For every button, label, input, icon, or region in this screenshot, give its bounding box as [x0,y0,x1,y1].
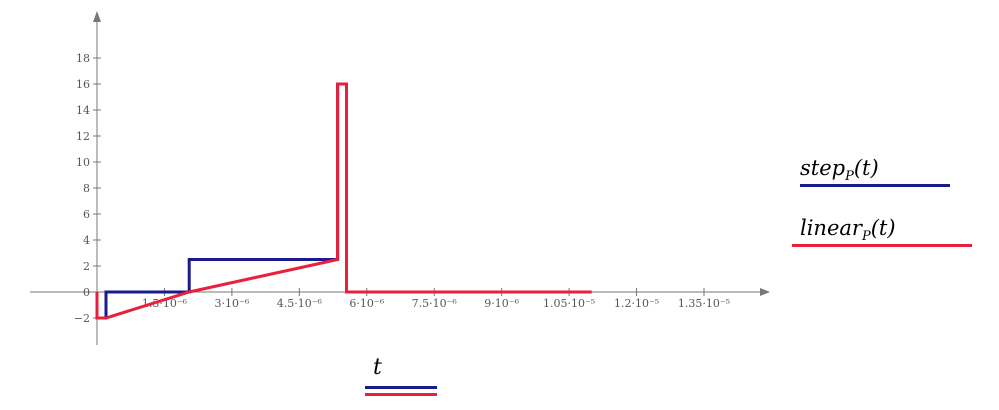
legend-entry-linear: linearP(t) [792,216,990,248]
y-tick-label: −2 [74,312,90,325]
x-tick-label: 1.2·10⁻⁵ [614,297,659,310]
legend-entry-step: stepP(t) [800,156,990,188]
x-axis-legend-line-step [365,386,437,389]
y-tick-label: 4 [83,234,90,247]
series-line-linear [95,82,592,320]
y-tick-label: 0 [83,286,90,299]
x-tick-label: 1.5·10⁻⁶ [142,297,188,310]
y-tick-label: 14 [76,104,90,117]
legend-label-linear: linearP(t) [800,216,990,244]
x-tick-label: 3·10⁻⁶ [215,297,250,310]
y-axis-ticks: −2 0 2 4 6 8 10 12 14 16 18 [74,52,101,325]
x-tick-label: 1.05·10⁻⁵ [543,297,595,310]
legend-linear-name: linear [800,216,862,240]
legend-step-subscript: P [845,169,854,185]
x-tick-label: 7.5·10⁻⁶ [412,297,458,310]
legend-linear-subscript: P [861,229,871,245]
y-axis-arrow [93,11,101,22]
x-tick-label: 6·10⁻⁶ [349,297,384,310]
legend-label-step: stepP(t) [800,156,990,184]
y-tick-label: 16 [76,78,90,91]
legend-step-name: step [800,156,846,180]
x-tick-label: 9·10⁻⁶ [484,297,519,310]
y-tick-label: 18 [76,52,90,65]
series-layer [95,82,592,320]
y-tick-label: 6 [83,208,90,221]
x-axis-legend-line-linear [365,393,437,396]
x-tick-label: 1.35·10⁻⁵ [678,297,730,310]
x-axis-arrow [760,288,770,296]
y-tick-label: 12 [76,130,90,143]
x-axis-label-block: t [365,355,437,396]
x-axis-ticks: 1.5·10⁻⁶ 3·10⁻⁶ 4.5·10⁻⁶ 6·10⁻⁶ 7.5·10⁻⁶ 9·10… [142,288,730,310]
series-line-step [95,82,592,320]
legend-linear-argument: (t) [870,216,896,240]
x-tick-label: 4.5·10⁻⁶ [277,297,323,310]
x-axis-label: t [373,355,382,380]
legend-line-linear [792,244,972,248]
y-tick-label: 10 [76,156,90,169]
y-tick-label: 8 [83,182,90,195]
legend-line-step [800,184,950,188]
axes [30,11,770,345]
y-tick-label: 2 [83,260,90,273]
legend-step-argument: (t) [853,156,879,180]
